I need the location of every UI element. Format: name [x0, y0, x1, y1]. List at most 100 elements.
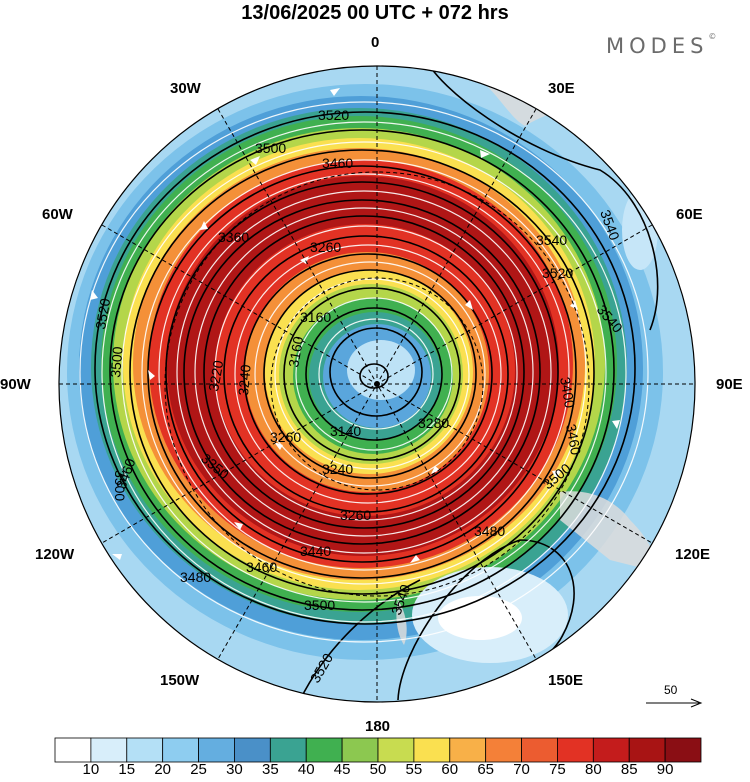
- colorbar-tick-label: 30: [226, 761, 243, 778]
- contour-label: 3520: [318, 107, 349, 123]
- contour-3460: [147, 165, 577, 579]
- contour-label: 3360: [218, 229, 249, 245]
- south-pole-marker: [374, 381, 380, 387]
- streamline: [295, 297, 453, 451]
- arrow: [200, 221, 208, 230]
- colorbar-ticks: 10 15 20 25 30 35 40 45 50 55 60 65 70 75 80 85 90: [0, 761, 750, 782]
- contour-3540-east: [424, 66, 659, 331]
- logo-copyright-mark: ©: [708, 32, 717, 41]
- streamline: [158, 173, 570, 571]
- arrow: [250, 156, 260, 165]
- contour-label: 3480: [180, 569, 211, 585]
- contour-3140: [329, 327, 423, 417]
- contour-label: 3500: [255, 140, 286, 156]
- colorbar-tick-label: 90: [656, 761, 674, 778]
- colorbar-swatch: [628, 737, 666, 763]
- reference-vector-label: 50: [664, 683, 678, 697]
- contour-label: 3260: [270, 429, 301, 445]
- contour-3320: [223, 235, 509, 513]
- contour-3280: [243, 253, 493, 495]
- colorbar: [54, 737, 702, 763]
- chart-title: 13/06/2025 00 UTC + 072 hrs: [241, 2, 509, 24]
- arrow: [465, 300, 473, 310]
- colorbar-swatch: [664, 737, 702, 763]
- lon-label-60w: 60W: [42, 206, 73, 223]
- streamline: [234, 244, 502, 504]
- streamline: [214, 225, 518, 521]
- contour-label: 3240: [235, 364, 254, 397]
- arrow: [274, 442, 283, 450]
- arrow: [431, 466, 440, 474]
- contour-label: 3400: [557, 376, 578, 410]
- streamline: [121, 141, 607, 603]
- contour-3200: [283, 287, 461, 461]
- streamline: [318, 318, 434, 430]
- lon-label-150e: 150E: [548, 672, 584, 689]
- streamline: [141, 159, 587, 585]
- arrow: [112, 554, 122, 560]
- arrow: [234, 522, 243, 530]
- contour-3160: [305, 307, 443, 441]
- colorbar-swatch: [592, 737, 630, 763]
- colorbar-swatch: [54, 737, 92, 763]
- colorbar-tick-label: 50: [369, 761, 387, 778]
- arrow: [570, 300, 578, 310]
- arrow: [330, 88, 340, 96]
- contour-label: 3540: [536, 232, 567, 248]
- streamline-arrows: [90, 88, 620, 563]
- colorbar-swatch: [557, 737, 594, 763]
- lon-label-180: 180: [365, 718, 391, 735]
- colorbar-tick-label: 15: [118, 761, 136, 778]
- streamline: [194, 207, 534, 537]
- contour-3520: [94, 111, 636, 625]
- lon-label-120w: 120W: [35, 546, 75, 563]
- colorbar-swatch: [521, 737, 558, 763]
- contour-label: 3500: [304, 597, 335, 613]
- lon-label-150w: 150W: [160, 672, 200, 689]
- lon-label-30w: 30W: [170, 80, 201, 97]
- lon-label-60e: 60E: [676, 206, 703, 223]
- lon-label-90w: 90W: [0, 376, 31, 393]
- reference-vector-head: [690, 698, 703, 708]
- contour-label: 3520: [92, 297, 113, 331]
- contour-label: 3500: [107, 346, 126, 379]
- latitude-circle: [164, 171, 590, 597]
- colorbar-swatch: [449, 737, 487, 763]
- streamline: [176, 190, 552, 554]
- colorbar-tick-label: 85: [620, 761, 638, 778]
- latitude-circle: [270, 277, 484, 491]
- arrow: [480, 150, 490, 158]
- colorbar-swatch: [162, 737, 199, 763]
- contour-3500: [109, 129, 615, 611]
- lon-label-0: 0: [371, 34, 380, 51]
- colorbar-tick-label: 35: [261, 761, 279, 778]
- contour-3400: [183, 199, 541, 545]
- colorbar-swatch: [198, 737, 235, 763]
- colorbar-swatch: [234, 737, 271, 763]
- arrow: [612, 420, 620, 429]
- lon-label-120e: 120E: [675, 546, 711, 563]
- arrow: [148, 370, 155, 380]
- colorbar-tick-label: 75: [549, 761, 566, 778]
- contour-label: 3460: [322, 155, 353, 171]
- modes-logo: MODES©: [606, 32, 717, 58]
- colorbar-swatch: [341, 737, 379, 763]
- arrow: [552, 470, 560, 479]
- colorbar-tick-label: 20: [154, 761, 171, 778]
- contour-3520-south: [299, 579, 421, 701]
- streamline: [254, 261, 486, 487]
- contour-label: 3140: [330, 423, 361, 439]
- land-newzealand: [396, 600, 407, 645]
- colorbar-swatch: [126, 737, 164, 763]
- colorbar-tick-label: 40: [297, 761, 315, 778]
- wind-speed-shading: [67, 84, 663, 660]
- streamline: [274, 278, 470, 470]
- colorbar-swatch: [377, 737, 415, 763]
- logo-text: MODES: [606, 34, 709, 58]
- contour-3480: [129, 149, 595, 595]
- streamline: [79, 101, 649, 643]
- streamline: [101, 121, 627, 623]
- colorbar-tick-label: 60: [441, 761, 459, 778]
- polar-map: 3520 3500 3460 3360 3260 3160 3140 3240 …: [58, 65, 696, 703]
- height-contours: [94, 66, 659, 701]
